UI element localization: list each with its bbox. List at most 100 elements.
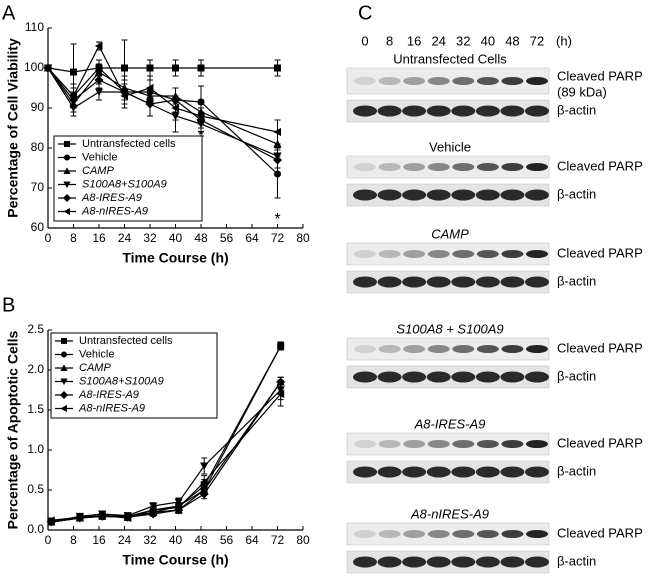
timepoint-label: 0 (361, 33, 368, 48)
data-point (200, 477, 208, 487)
panel-label: A (2, 2, 16, 24)
y-axis-title: Percentage of Cell Viability (5, 38, 21, 218)
x-tick-label: 72 (271, 533, 285, 547)
loading-band (500, 556, 525, 568)
band-sublabel: (89 kDa) (557, 84, 607, 99)
legend-label: Vehicle (79, 348, 114, 360)
blot-title: A8-nIRES-A9 (410, 506, 489, 521)
loading-band (377, 466, 402, 478)
blot-band (378, 530, 401, 538)
x-tick-label: 48 (194, 533, 208, 547)
blot-band (354, 440, 376, 448)
band-label: Cleaved PARP (557, 340, 643, 355)
blot-band (354, 250, 376, 258)
data-point (277, 342, 285, 350)
blot-title: A8-IRES-A9 (414, 416, 486, 431)
blot-band (427, 163, 450, 171)
legend-label: Untransfected cells (82, 138, 176, 150)
x-tick-label: 0 (45, 231, 52, 245)
loading-band (353, 105, 377, 117)
panel-label: C (358, 2, 372, 24)
band-label: Cleaved PARP (557, 435, 643, 450)
loading-label: β-actin (557, 102, 596, 117)
data-point (123, 513, 132, 523)
data-point (94, 41, 103, 51)
loading-band (402, 276, 427, 288)
loading-band (525, 466, 549, 478)
blot-strip (346, 155, 550, 179)
data-point (273, 155, 282, 165)
data-point (120, 91, 128, 101)
legend-marker (63, 194, 71, 202)
loading-band (500, 276, 525, 288)
series-line (51, 389, 282, 523)
loading-band (426, 189, 451, 201)
blot-band (403, 250, 426, 258)
blot-band (501, 345, 524, 353)
x-tick-label: 32 (143, 231, 157, 245)
loading-band (377, 276, 402, 288)
timepoint-label: 48 (505, 33, 519, 48)
blot-title: Untransfected Cells (393, 51, 507, 66)
y-tick-label: 90 (31, 100, 45, 114)
blot-title: CAMP (431, 226, 469, 241)
data-point (276, 389, 285, 399)
blot-band (354, 163, 376, 171)
x-tick-label: 40 (169, 533, 183, 547)
data-point (43, 63, 52, 73)
loading-band (353, 276, 377, 288)
timepoint-label: 16 (407, 33, 421, 48)
x-axis-title: Time Course (h) (122, 250, 228, 266)
blot-band (526, 345, 548, 353)
legend-marker (64, 154, 70, 161)
blot-band (427, 530, 450, 538)
data-point (98, 511, 106, 520)
loading-band (402, 556, 427, 568)
loading-band (500, 371, 525, 383)
loading-band (377, 189, 402, 201)
y-tick-label: 80 (31, 140, 45, 154)
data-point (145, 83, 154, 93)
loading-band (500, 105, 525, 117)
y-tick-label: 60 (31, 220, 45, 234)
data-point (171, 103, 179, 113)
data-point (145, 99, 155, 109)
blot-strip (346, 337, 550, 361)
legend-marker (63, 167, 71, 174)
loading-label: β-actin (557, 368, 596, 383)
annotation: * (274, 211, 280, 228)
loading-label: β-actin (557, 463, 596, 478)
loading-band (451, 556, 476, 568)
x-tick-label: 0 (45, 533, 52, 547)
x-tick-label: 72 (271, 231, 285, 245)
x-tick-label: 56 (220, 231, 234, 245)
loading-band (377, 105, 402, 117)
band-label: Cleaved PARP (557, 158, 643, 173)
blot-band (501, 77, 524, 85)
x-tick-label: 56 (220, 533, 234, 547)
data-point (146, 64, 154, 72)
loading-band (426, 105, 451, 117)
loading-band (475, 105, 500, 117)
x-tick-label: 16 (92, 231, 106, 245)
loading-band (500, 189, 525, 201)
y-tick-label: 0.5 (27, 482, 44, 496)
blot-band (452, 163, 475, 171)
loading-band (525, 189, 549, 201)
legend-marker (60, 378, 68, 386)
x-axis-title: Time Course (h) (122, 552, 228, 568)
blot-band (427, 77, 450, 85)
y-tick-label: 1.5 (27, 402, 44, 416)
loading-band (353, 556, 377, 568)
data-point (172, 64, 179, 72)
timepoint-label: 32 (456, 33, 470, 48)
legend-label: S100A8+S100A9 (79, 375, 164, 387)
blot-band (501, 530, 524, 538)
blot-band (403, 345, 426, 353)
data-point (197, 64, 205, 72)
blot-band (476, 77, 499, 85)
legend-label: A8-nIRES-A9 (81, 205, 148, 217)
loading-band (451, 371, 476, 383)
loading-band (475, 556, 500, 568)
